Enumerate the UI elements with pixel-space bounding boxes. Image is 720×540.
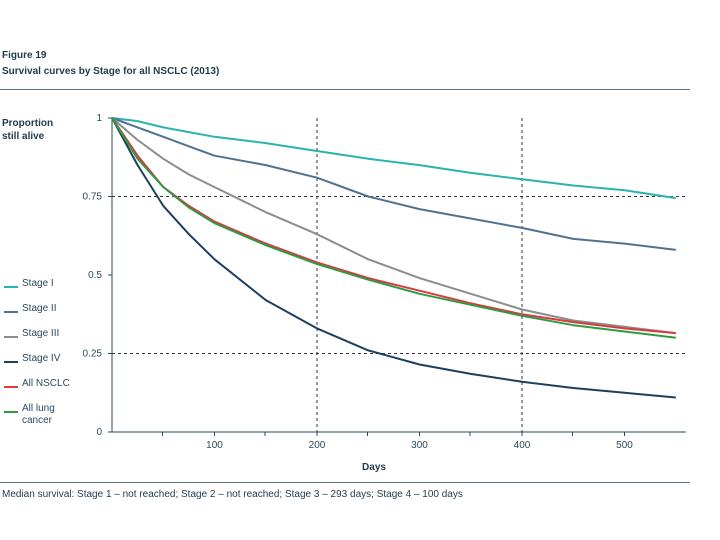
figure-title: Survival curves by Stage for all NSCLC (…: [2, 66, 220, 77]
series-line-stage-i: [111, 117, 676, 200]
x-tick-label: 500: [616, 440, 633, 451]
legend-label: Stage IV: [22, 353, 61, 364]
y-tick-label: 0.25: [83, 349, 103, 360]
x-tick-label: 100: [206, 440, 223, 451]
header-rule: [0, 89, 690, 90]
legend-item-all-nsclc: All NSCLC: [2, 378, 72, 403]
legend-swatch: [4, 361, 18, 363]
series-line-all-lung-cancer: [111, 117, 676, 339]
series-line-stage-ii: [111, 117, 676, 251]
legend-swatch: [4, 386, 18, 388]
legend-item-stage-4: Stage IV: [2, 353, 72, 378]
y-tick-label: 0: [96, 427, 102, 438]
legend: Stage I Stage II Stage III Stage IV All …: [2, 278, 72, 428]
legend-item-stage-2: Stage II: [2, 303, 72, 328]
x-tick-label: 300: [411, 440, 428, 451]
legend-label: All NSCLC: [22, 378, 70, 389]
footnote: Median survival: Stage 1 – not reached; …: [2, 489, 463, 500]
series-line-all-nsclc: [111, 117, 676, 335]
legend-label: All lung cancer: [22, 403, 55, 426]
legend-item-all-lung-cancer: All lung cancer: [2, 403, 72, 428]
figure-label: Figure 19: [2, 50, 47, 61]
legend-item-stage-3: Stage III: [2, 328, 72, 353]
legend-swatch: [4, 336, 18, 338]
y-tick-label: 0.5: [88, 270, 102, 281]
y-axis-label: Proportion still alive: [2, 118, 54, 142]
legend-swatch: [4, 286, 18, 288]
legend-label: Stage I: [22, 278, 54, 289]
footer-rule: [0, 482, 690, 483]
series-line-stage-iii: [111, 117, 676, 335]
x-axis-title: Days: [362, 462, 386, 473]
series-line-stage-iv: [111, 117, 676, 399]
legend-item-stage-1: Stage I: [2, 278, 72, 303]
y-tick-label: 1: [96, 113, 102, 124]
x-tick-label: 400: [514, 440, 531, 451]
y-tick-label: 0.75: [83, 192, 103, 203]
legend-swatch: [4, 311, 18, 313]
legend-label: Stage III: [22, 328, 60, 339]
legend-swatch: [4, 411, 18, 413]
x-tick-label: 200: [309, 440, 326, 451]
legend-label: Stage II: [22, 303, 57, 314]
